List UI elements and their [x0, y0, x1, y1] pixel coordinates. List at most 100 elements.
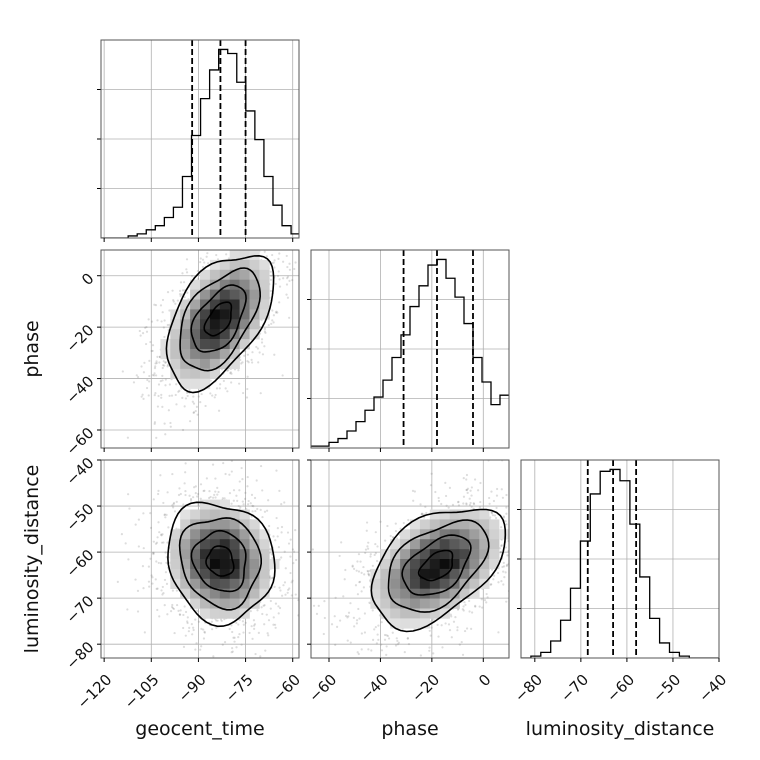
- scatter-point: [396, 537, 399, 540]
- scatter-point: [159, 562, 163, 565]
- scatter-point: [146, 378, 149, 382]
- hist-panel-geocent_time: [97, 39, 300, 242]
- scatter-point: [270, 322, 273, 325]
- density-cell: [209, 549, 221, 560]
- scatter-point: [492, 578, 495, 581]
- scatter-point: [170, 394, 174, 397]
- scatter-point: [282, 260, 285, 263]
- density-cell: [200, 279, 211, 290]
- scatter-point: [199, 483, 203, 486]
- scatter-point: [177, 493, 181, 497]
- scatter-point: [463, 601, 466, 604]
- density-cell: [229, 519, 240, 530]
- scatter-point: [253, 496, 257, 500]
- scatter-point: [304, 302, 306, 304]
- density-cell: [219, 299, 230, 310]
- scatter-point: [161, 374, 164, 378]
- scatter-point: [167, 409, 170, 412]
- density-layer: [116, 460, 299, 658]
- scatter-point: [280, 531, 283, 534]
- scatter-point: [141, 565, 145, 568]
- scatter-point: [197, 620, 200, 623]
- scatter-point: [349, 602, 352, 605]
- scatter-point: [156, 319, 159, 322]
- density-cell: [259, 269, 270, 280]
- density-cell: [200, 309, 211, 320]
- scatter-point: [222, 461, 225, 465]
- scatter-point: [472, 502, 476, 506]
- scatter-point: [182, 613, 185, 617]
- scatter-point: [284, 567, 287, 570]
- scatter-point: [462, 609, 465, 612]
- scatter-point: [251, 510, 254, 513]
- density-cell: [249, 519, 260, 530]
- scatter-point: [276, 274, 280, 278]
- scatter-point: [225, 247, 227, 249]
- scatter-point: [188, 388, 191, 391]
- scatter-point: [396, 639, 399, 643]
- scatter-point: [161, 311, 164, 314]
- scatter-point: [490, 583, 493, 586]
- scatter-point: [505, 523, 508, 526]
- scatter-point: [177, 609, 180, 612]
- scatter-point: [450, 636, 453, 639]
- scatter-point: [197, 492, 200, 496]
- scatter-point: [241, 478, 244, 481]
- density-layer: [311, 460, 551, 657]
- scatter-point: [215, 253, 218, 257]
- scatter-point: [270, 242, 272, 244]
- scatter-point: [194, 648, 197, 651]
- scatter-point: [240, 466, 243, 470]
- scatter-point: [224, 472, 227, 476]
- scatter-point: [162, 501, 165, 505]
- scatter-point: [352, 567, 356, 570]
- density-cell: [209, 519, 221, 530]
- panel-frame: [100, 39, 300, 239]
- density-cell: [229, 539, 240, 550]
- density-cell: [190, 509, 201, 520]
- density-cell: [170, 339, 181, 350]
- scatter-point: [462, 476, 465, 480]
- density-cell: [219, 339, 230, 350]
- scatter-point: [271, 253, 274, 257]
- scatter-point: [238, 633, 241, 636]
- scatter-point: [150, 320, 154, 323]
- density-cell: [209, 259, 221, 271]
- scatter-point: [514, 568, 516, 570]
- density-cell: [190, 279, 201, 290]
- scatter-point: [429, 484, 433, 487]
- scatter-point: [263, 604, 266, 607]
- scatter-point: [468, 503, 472, 506]
- scatter-point: [164, 551, 167, 554]
- scatter-point: [263, 345, 266, 348]
- scatter-point: [181, 289, 185, 292]
- scatter-point: [269, 172, 271, 174]
- panel-frame: [310, 249, 510, 449]
- scatter-point: [463, 629, 467, 633]
- scatter-point: [478, 506, 481, 509]
- scatter-point: [368, 601, 371, 604]
- scatter-point: [267, 499, 270, 502]
- scatter-point: [549, 502, 551, 504]
- scatter-point: [268, 524, 271, 528]
- scatter-point: [432, 652, 435, 655]
- density-cell: [239, 289, 250, 300]
- scatter-point: [460, 640, 463, 644]
- scatter-point: [365, 521, 369, 524]
- scatter-point: [273, 266, 276, 269]
- scatter-point: [360, 590, 363, 593]
- density-cell: [209, 509, 221, 520]
- scatter-point: [153, 374, 156, 377]
- scatter-point: [357, 553, 361, 556]
- scatter-point: [242, 623, 245, 626]
- scatter-point: [283, 581, 287, 584]
- scatter-point: [233, 636, 236, 639]
- scatter-point: [208, 489, 211, 493]
- density-cell: [219, 289, 230, 300]
- scatter-point: [219, 383, 222, 386]
- density-cell: [259, 529, 270, 540]
- scatter-point: [444, 494, 448, 498]
- scatter-point: [271, 576, 274, 579]
- density-cell: [190, 539, 201, 550]
- scatter-point: [236, 219, 238, 221]
